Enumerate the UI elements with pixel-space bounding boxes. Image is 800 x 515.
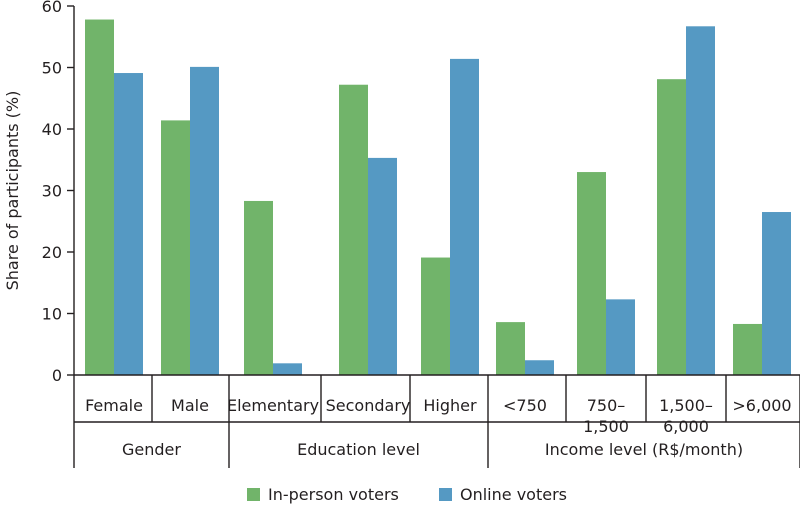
- legend: In-person voters Online voters: [247, 485, 567, 504]
- category-label-2: Elementary: [227, 396, 319, 415]
- bar-online-2: [273, 363, 302, 375]
- category-label-line: >6,000: [732, 396, 791, 415]
- category-label-3: Secondary: [326, 396, 411, 415]
- category-label-line: Secondary: [326, 396, 411, 415]
- bar-online-1: [190, 66, 219, 375]
- labels-layer: 0 10 20 30 40 50 60 Share of participants (%) Fe…: [3, 0, 792, 459]
- category-label-line: 1,500–: [659, 396, 713, 415]
- category-label-1: Male: [171, 396, 209, 415]
- y-tick-label-10: 10: [42, 305, 62, 324]
- legend-label-1: Online voters: [460, 485, 567, 504]
- y-tick-label-30: 30: [42, 182, 62, 201]
- bar-in-person-5: [496, 322, 525, 375]
- y-tick-label-60: 60: [42, 0, 62, 16]
- category-label-5: <750: [503, 396, 547, 415]
- y-axis-label: Share of participants (%): [3, 91, 22, 291]
- bar-in-person-7: [657, 79, 686, 375]
- category-label-line: 6,000: [663, 417, 709, 436]
- bars-layer: [85, 19, 791, 376]
- bar-online-0: [114, 73, 143, 375]
- category-label-line: 1,500: [583, 417, 629, 436]
- category-label-line: <750: [503, 396, 547, 415]
- category-label-line: Elementary: [227, 396, 319, 415]
- bar-in-person-8: [733, 323, 762, 375]
- group-label-1: Education level: [297, 440, 420, 459]
- bar-in-person-3: [339, 84, 368, 375]
- bar-in-person-4: [421, 257, 450, 375]
- axes-layer: [67, 5, 800, 468]
- group-label-2: Income level (R$/month): [545, 440, 743, 459]
- bar-in-person-0: [85, 19, 114, 376]
- category-label-0: Female: [85, 396, 143, 415]
- category-label-8: >6,000: [732, 396, 791, 415]
- category-label-4: Higher: [423, 396, 477, 415]
- category-label-6: 750– 1,500: [583, 396, 629, 436]
- category-label-line: Female: [85, 396, 143, 415]
- bar-online-3: [368, 157, 397, 375]
- y-tick-label-50: 50: [42, 59, 62, 78]
- bar-online-6: [606, 299, 635, 375]
- group-label-0: Gender: [122, 440, 181, 459]
- bar-in-person-2: [244, 200, 273, 375]
- legend-swatch-0: [247, 488, 260, 501]
- bar-online-7: [686, 26, 715, 375]
- bar-online-4: [450, 58, 479, 375]
- y-tick-label-0: 0: [52, 366, 62, 385]
- bar-online-5: [525, 360, 554, 375]
- category-label-line: 750–: [587, 396, 626, 415]
- category-label-line: Higher: [423, 396, 477, 415]
- y-tick-label-20: 20: [42, 243, 62, 262]
- bar-in-person-6: [577, 172, 606, 375]
- legend-swatch-1: [439, 488, 452, 501]
- bar-in-person-1: [161, 120, 190, 375]
- category-label-line: Male: [171, 396, 209, 415]
- y-tick-label-40: 40: [42, 120, 62, 139]
- category-label-7: 1,500– 6,000: [659, 396, 713, 436]
- legend-label-0: In-person voters: [268, 485, 399, 504]
- bar-online-8: [762, 212, 791, 375]
